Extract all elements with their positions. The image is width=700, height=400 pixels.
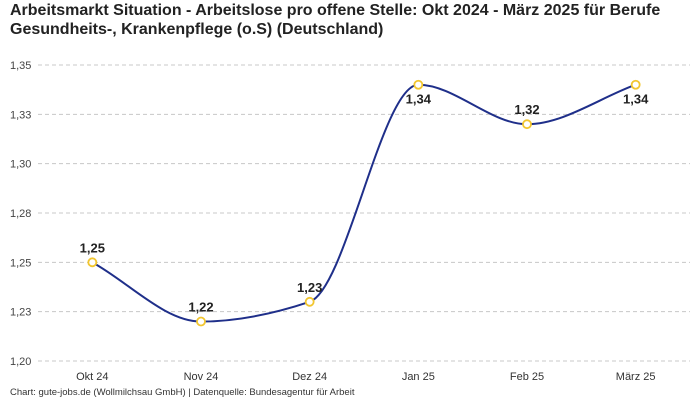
x-tick-label: März 25 xyxy=(616,371,656,383)
x-tick-label: Dez 24 xyxy=(292,371,327,383)
data-label: 1,25 xyxy=(80,240,105,255)
series-line xyxy=(91,83,637,323)
y-axis: 1,20 1,23 1,25 1,28 1,30 1,33 1,35 xyxy=(10,60,31,368)
x-tick-label: Okt 24 xyxy=(76,371,108,383)
data-label: 1,23 xyxy=(297,280,322,295)
chart-title: Arbeitsmarkt Situation - Arbeitslose pro… xyxy=(10,2,661,38)
data-labels: 1,25 1,22 1,23 1,34 1,32 1,34 xyxy=(80,92,649,315)
data-label: 1,34 xyxy=(406,92,432,107)
grid-lines xyxy=(38,64,690,362)
y-tick-label: 1,23 xyxy=(10,307,31,319)
data-point-marker xyxy=(522,119,532,130)
chart-source-footer: Chart: gute-jobs.de (Wollmilchsau GmbH) … xyxy=(10,387,355,398)
data-label: 1,22 xyxy=(188,300,213,315)
y-tick-label: 1,20 xyxy=(10,356,31,368)
y-tick-label: 1,25 xyxy=(10,257,31,269)
data-series xyxy=(87,79,641,327)
y-tick-label: 1,35 xyxy=(10,60,31,72)
x-tick-label: Feb 25 xyxy=(510,371,544,383)
x-axis: Okt 24 Nov 24 Dez 24 Jan 25 Feb 25 März 25 xyxy=(76,371,655,383)
x-tick-label: Nov 24 xyxy=(184,371,219,383)
data-point-marker xyxy=(304,296,315,307)
data-point-marker xyxy=(630,79,641,90)
data-label: 1,34 xyxy=(623,92,649,107)
x-tick-label: Jan 25 xyxy=(402,371,435,383)
y-tick-label: 1,28 xyxy=(10,208,31,220)
data-point-marker xyxy=(87,257,98,268)
y-tick-label: 1,33 xyxy=(10,109,31,121)
data-point-marker xyxy=(196,316,206,327)
data-label: 1,32 xyxy=(514,102,539,117)
data-point-marker xyxy=(413,79,424,90)
y-tick-label: 1,30 xyxy=(10,159,31,171)
line-chart: 1,20 1,23 1,25 1,28 1,30 1,33 1,35 Okt 24 Nov 2… xyxy=(10,60,690,383)
